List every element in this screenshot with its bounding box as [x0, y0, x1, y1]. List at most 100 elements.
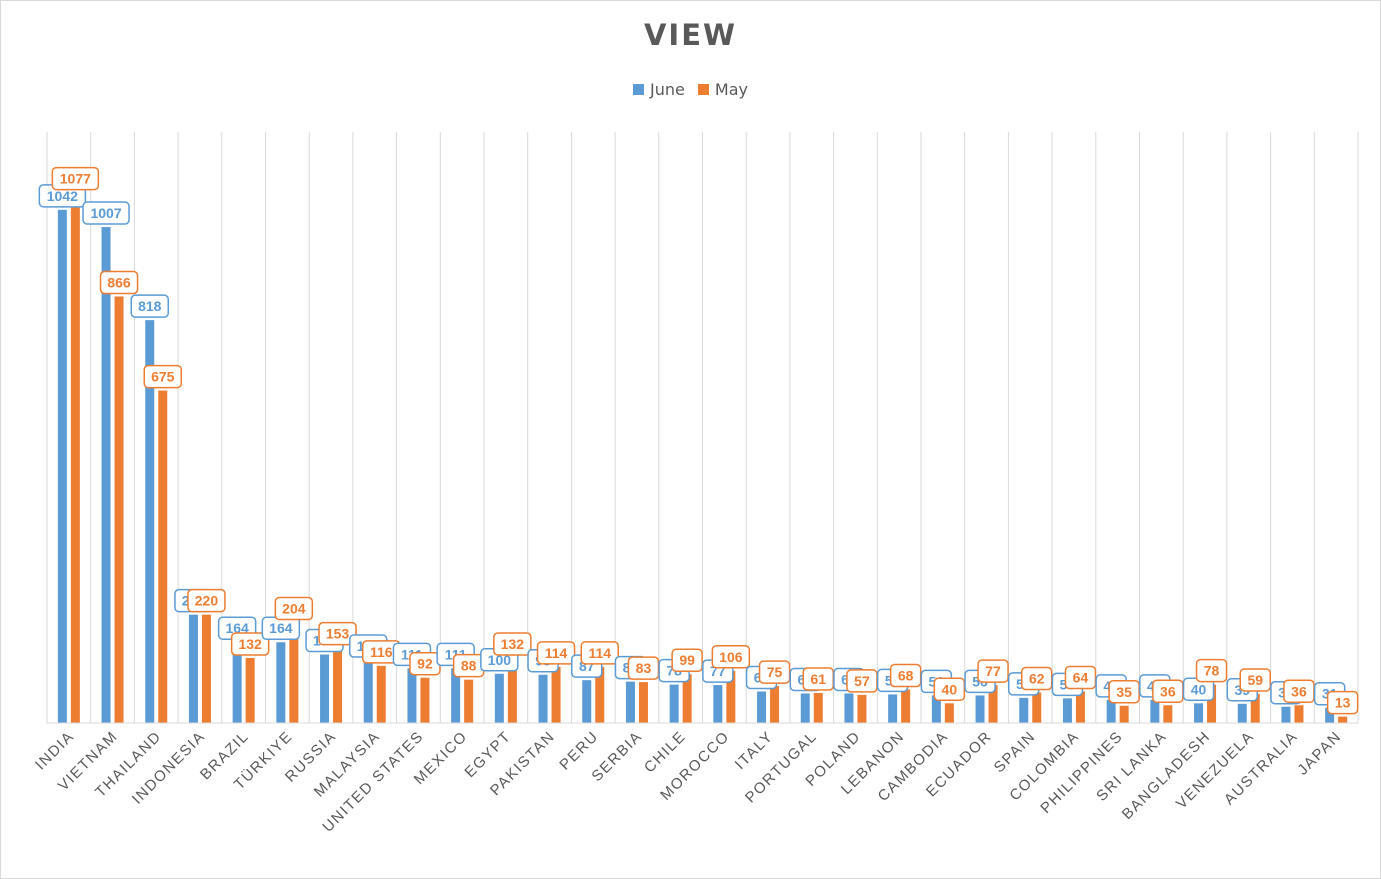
data-label-text: 40	[942, 681, 958, 697]
bar-may	[901, 689, 911, 723]
data-label-text: 100	[488, 652, 512, 668]
data-label-june: 164	[261, 616, 301, 640]
bar-june	[363, 659, 373, 723]
data-label-box	[536, 641, 576, 665]
data-label-text: 57	[854, 673, 870, 689]
data-label-text: 114	[588, 645, 611, 661]
bar-may	[1119, 705, 1129, 723]
legend-swatch-may	[697, 84, 709, 95]
bar-june	[1062, 698, 1072, 723]
x-tick-label: VENEZUELA	[1173, 728, 1258, 813]
bar-june	[844, 693, 854, 723]
bar-june	[276, 642, 286, 723]
data-label-text: 36	[1160, 683, 1176, 699]
data-label-text: 75	[767, 664, 783, 680]
data-label-text: 153	[326, 626, 350, 642]
data-label-may: 116	[362, 640, 401, 664]
data-label-box	[187, 588, 226, 613]
x-tick-label: JAPAN	[1294, 728, 1345, 779]
data-label-may: 64	[1064, 665, 1097, 690]
data-label-box	[711, 645, 751, 669]
bar-may	[551, 666, 561, 723]
bar-may	[1075, 691, 1085, 723]
data-label-june: 1007	[82, 201, 130, 225]
bar-june	[1194, 703, 1204, 723]
bar-may	[333, 647, 343, 723]
bar-may	[1032, 692, 1042, 723]
legend: June May	[0, 80, 1381, 99]
data-label-box	[671, 648, 703, 672]
bars	[57, 192, 1348, 724]
bar-may	[944, 703, 954, 723]
bar-june	[582, 680, 592, 723]
data-label-text: 59	[1247, 672, 1263, 688]
legend-item-may[interactable]: May	[697, 80, 748, 99]
bar-june	[494, 673, 504, 723]
bar-june	[407, 668, 417, 723]
bar-may	[1250, 693, 1260, 723]
bar-may	[420, 677, 430, 723]
data-label-text: 1077	[60, 171, 91, 187]
bar-may	[158, 390, 168, 723]
data-label-text: 99	[679, 652, 695, 668]
data-label-box	[143, 364, 182, 389]
data-label-may: 1077	[51, 166, 100, 191]
bar-may	[245, 657, 255, 723]
bar-may	[726, 670, 736, 723]
bar-june	[538, 674, 548, 723]
data-label-may: 204	[274, 596, 314, 621]
data-label-june: 818	[130, 294, 169, 318]
data-label-text: 164	[225, 620, 249, 636]
data-label-box	[1239, 668, 1271, 692]
data-label-may: 40	[933, 677, 966, 702]
data-label-may: 36	[1152, 679, 1184, 704]
data-label-text: 1042	[47, 188, 78, 204]
data-label-text: 61	[810, 671, 826, 687]
bar-june	[1106, 699, 1116, 723]
bar-june	[1237, 703, 1247, 723]
data-label-box	[99, 270, 139, 295]
bar-may	[1207, 684, 1217, 723]
bar-may	[201, 614, 211, 723]
data-label-text: 106	[719, 649, 743, 665]
legend-item-june[interactable]: June	[632, 80, 685, 99]
data-label-may: 866	[99, 270, 139, 295]
data-label-text: 40	[1191, 681, 1207, 697]
data-label-text: 116	[370, 644, 393, 660]
data-label-text: 164	[269, 620, 293, 636]
bar-june	[800, 693, 810, 723]
data-label-box	[1064, 665, 1097, 690]
data-label-may: 114	[580, 641, 619, 665]
data-label-text: 35	[1116, 684, 1132, 700]
bar-june	[57, 209, 67, 723]
data-label-box	[977, 659, 1009, 683]
data-label-box	[493, 632, 532, 656]
bar-may	[813, 692, 823, 723]
data-label-box	[230, 632, 270, 656]
data-label-box	[274, 596, 314, 621]
data-label-may: 77	[977, 659, 1009, 683]
data-label-may: 13	[1326, 690, 1359, 715]
data-label-text: 78	[1204, 663, 1220, 679]
bar-june	[320, 654, 330, 723]
bar-may	[507, 657, 517, 723]
data-label-may: 59	[1239, 668, 1271, 692]
data-label-text: 675	[151, 369, 175, 385]
data-label-may: 675	[143, 364, 182, 389]
legend-swatch-june	[632, 84, 644, 95]
data-label-may: 220	[187, 588, 226, 613]
data-label-box	[580, 641, 619, 665]
bar-may	[595, 666, 605, 723]
data-label-box	[82, 201, 130, 225]
data-label-text: 818	[138, 298, 162, 314]
x-tick-labels: INDIAVIETNAMTHAILANDINDONESIABRAZILTÜRKI…	[32, 727, 1345, 836]
data-label-text: 132	[501, 636, 525, 652]
data-label-text: 866	[107, 274, 131, 290]
data-label-box	[1195, 658, 1228, 683]
bar-june	[1150, 699, 1160, 723]
bar-may	[682, 674, 692, 723]
data-label-may: 36	[1283, 679, 1315, 704]
data-label-text: 68	[898, 668, 914, 684]
data-label-may: 35	[1108, 680, 1140, 704]
